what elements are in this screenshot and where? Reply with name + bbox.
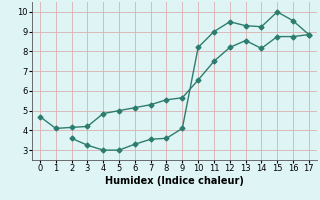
X-axis label: Humidex (Indice chaleur): Humidex (Indice chaleur) — [105, 176, 244, 186]
